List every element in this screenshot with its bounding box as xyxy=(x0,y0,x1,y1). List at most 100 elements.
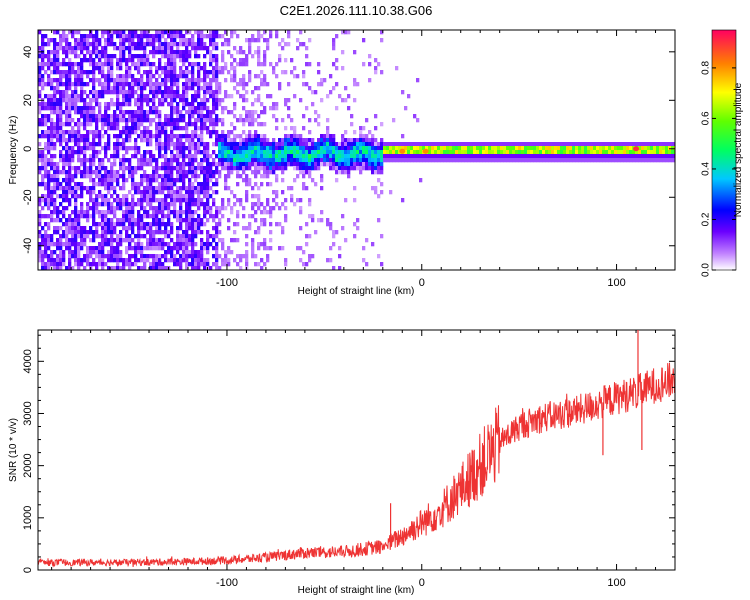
spectrogram-cell xyxy=(80,174,84,179)
spectrogram-cell xyxy=(215,230,219,235)
spectrogram-cell xyxy=(626,150,630,155)
spectrogram-cell xyxy=(293,158,297,163)
spectrogram-cell xyxy=(116,58,120,63)
spectrogram-cell xyxy=(239,78,243,83)
spectrogram-cell xyxy=(308,166,312,171)
spectrogram-cell xyxy=(119,250,123,255)
spectrogram-cell xyxy=(221,122,225,127)
spectrogram-cell xyxy=(113,162,117,167)
spectrogram-cell xyxy=(143,94,147,99)
spectrogram-cell xyxy=(65,150,69,155)
spectrogram-cell xyxy=(263,238,267,243)
spectrogram-cell xyxy=(119,230,123,235)
spectrogram-cell xyxy=(200,38,204,43)
spectrogram-cell xyxy=(92,142,96,147)
spectrogram-cell xyxy=(89,154,93,159)
spectrogram-cell xyxy=(80,34,84,39)
spectrogram-cell xyxy=(419,142,423,147)
spectrogram-cell xyxy=(263,222,267,227)
spectrogram-cell xyxy=(86,166,90,171)
spectrogram-cell xyxy=(365,138,369,143)
spectrogram-cell xyxy=(206,234,210,239)
spectrogram-cell xyxy=(161,210,165,215)
spectrogram-cell xyxy=(296,134,300,139)
spectrogram-cell xyxy=(308,150,312,155)
spectrogram-cell xyxy=(371,170,375,175)
spectrogram-cell xyxy=(98,250,102,255)
spectrogram-cell xyxy=(98,50,102,55)
spectrogram-cell xyxy=(53,102,57,107)
spectrogram-cell xyxy=(194,134,198,139)
spectrogram-cell xyxy=(170,190,174,195)
spectrogram-cell xyxy=(110,250,114,255)
spectrogram-cell xyxy=(155,106,159,111)
spectrogram-cell xyxy=(167,166,171,171)
spectrogram-cell xyxy=(92,114,96,119)
spectrogram-cell xyxy=(155,178,159,183)
spectrogram-cell xyxy=(203,46,207,51)
spectrogram-cell xyxy=(206,118,210,123)
spectrogram-cell xyxy=(374,70,378,75)
spectrogram-cell xyxy=(140,86,144,91)
spectrogram-cell xyxy=(209,174,213,179)
spectrogram-cell xyxy=(146,190,150,195)
spectrogram-cell xyxy=(206,98,210,103)
spectrogram-cell xyxy=(182,34,186,39)
spectrogram-cell xyxy=(260,202,264,207)
spectrogram-cell xyxy=(233,70,237,75)
spectrogram-cell xyxy=(233,126,237,131)
spectrogram-cell xyxy=(95,78,99,83)
spectrogram-cell xyxy=(230,170,234,175)
spectrogram-cell xyxy=(503,154,507,159)
spectrogram-cell xyxy=(290,198,294,203)
spectrogram-cell xyxy=(77,54,81,59)
spectrogram-cell xyxy=(80,74,84,79)
spectrogram-cell xyxy=(86,234,90,239)
spectrogram-cell xyxy=(242,178,246,183)
spectrogram-cell xyxy=(128,38,132,43)
spectrogram-cell xyxy=(236,162,240,167)
spectrogram-cell xyxy=(389,150,393,155)
spectrogram-cell xyxy=(245,182,249,187)
spectrogram-cell xyxy=(251,170,255,175)
spectrogram-cell xyxy=(104,62,108,67)
spectrogram-cell xyxy=(236,182,240,187)
spectrogram-cell xyxy=(74,70,78,75)
spectrogram-cell xyxy=(140,58,144,63)
spectrogram-cell xyxy=(152,222,156,227)
spectrogram-cell xyxy=(287,154,291,159)
spectrogram-cell xyxy=(290,138,294,143)
spectrogram-cell xyxy=(191,194,195,199)
spectrogram-cell xyxy=(299,198,303,203)
spectrogram-cell xyxy=(140,78,144,83)
spectrogram-cell xyxy=(53,130,57,135)
spectrogram-cell xyxy=(83,242,87,247)
spectrogram-cell xyxy=(125,226,129,231)
spectrogram-cell xyxy=(332,38,336,43)
spectrogram-cell xyxy=(188,166,192,171)
spectrogram-cell xyxy=(47,118,51,123)
spectrogram-cell xyxy=(299,142,303,147)
spectrogram-cell xyxy=(59,154,63,159)
spectrogram-cell xyxy=(671,146,675,151)
spectrogram-cell xyxy=(299,170,303,175)
spectrogram-cell xyxy=(131,226,135,231)
spectrogram-cell xyxy=(128,170,132,175)
spectrogram-cell xyxy=(56,42,60,47)
spectrogram-cell xyxy=(134,234,138,239)
spectrogram-cell xyxy=(332,46,336,51)
spectrogram-cell xyxy=(56,210,60,215)
spectrogram-cell xyxy=(65,86,69,91)
spectrogram-cell xyxy=(248,114,252,119)
spectrogram-cell xyxy=(320,146,324,151)
spectrogram-cell xyxy=(170,38,174,43)
spectrogram-cell xyxy=(236,118,240,123)
spectrogram-cell xyxy=(164,162,168,167)
spectrogram-cell xyxy=(374,150,378,155)
spectrogram-cell xyxy=(218,162,222,167)
spectrogram-cell xyxy=(176,114,180,119)
spectrogram-cell xyxy=(260,166,264,171)
spectrogram-cell xyxy=(485,142,489,147)
spectrogram-cell xyxy=(116,182,120,187)
spectrogram-cell xyxy=(251,34,255,39)
